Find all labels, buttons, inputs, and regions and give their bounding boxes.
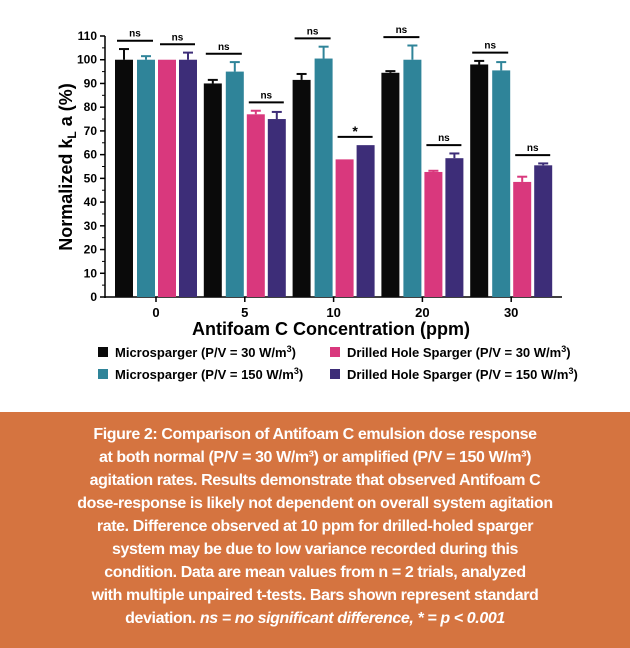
caption-line: condition. Data are mean values from n =… [104,564,526,581]
legend-swatch [330,347,340,357]
legend-swatch [98,369,108,379]
bar [335,159,354,297]
caption-line: agitation rates. Results demonstrate tha… [89,472,541,489]
caption-text: deviation. [125,610,200,627]
y-tick-label: 20 [84,243,98,257]
significance-label: * [352,123,358,139]
y-tick-label: 10 [84,266,98,280]
significance-label: ns [172,32,184,43]
bar [267,119,286,297]
y-tick-label: 50 [84,171,98,185]
bar [246,114,265,297]
caption-line: Figure 2: Comparison of Antifoam C emuls… [93,426,537,443]
x-tick-label: 0 [152,305,159,320]
legend-label: Drilled Hole Sparger (P/V = 30 W/m3) [347,344,571,360]
significance-label: ns [438,133,450,144]
bar [179,59,197,298]
bar [203,83,222,297]
y-axis-label: Normalized kL a (%) [56,83,79,250]
y-tick-label: 100 [77,53,97,67]
bar [225,71,244,297]
bar [403,59,422,298]
caption-line: with multiple unpaired t-tests. Bars sho… [91,587,539,604]
legend-swatch [330,369,340,379]
y-tick-label: 0 [90,290,97,304]
bar [137,59,155,298]
bar [445,158,464,297]
caption-line: deviation. ns = no significant differenc… [0,610,630,628]
x-tick-label: 10 [326,305,340,320]
significance-label: ns [307,26,319,37]
caption-legend-note: ns = no significant difference, * = p < … [199,610,505,627]
significance-label: ns [260,90,272,101]
legend-label: Drilled Hole Sparger (P/V = 150 W/m3) [347,366,578,382]
x-axis-label: Antifoam C Concentration (ppm) [192,319,470,339]
bar [492,70,511,298]
significance-label: ns [129,29,141,40]
significance-label: ns [396,25,408,36]
y-tick-label: 40 [84,195,98,209]
x-tick-label: 20 [415,305,429,320]
bar [534,165,553,297]
caption-line: rate. Difference observed at 10 ppm for … [96,518,534,535]
y-tick-label: 70 [84,124,98,138]
bar [381,72,400,297]
bar [513,181,532,297]
significance-label: ns [527,143,539,154]
x-tick-label: 5 [241,305,248,320]
caption-line: at both normal (P/V = 30 W/m³) or amplif… [98,449,532,466]
legend-label: Microsparger (P/V = 150 W/m3) [115,366,303,382]
bar [158,59,176,298]
y-tick-label: 30 [84,219,98,233]
legend-label: Microsparger (P/V = 30 W/m3) [115,344,296,360]
bar [470,64,489,298]
significance-label: ns [218,42,230,53]
bar [424,171,443,297]
legend-swatch [98,347,108,357]
y-tick-label: 60 [84,148,98,162]
significance-label: ns [484,41,496,52]
y-tick-label: 90 [84,76,98,90]
y-tick-label: 80 [84,100,98,114]
x-tick-label: 30 [504,305,518,320]
y-tick-label: 110 [78,29,98,43]
bar [115,59,133,298]
figure-caption: Figure 2: Comparison of Antifoam C emuls… [0,412,630,648]
bar [356,145,375,297]
caption-line: dose-response is likely not dependent on… [77,495,553,512]
caption-line: system may be due to low variance record… [111,541,519,558]
bar [292,79,311,298]
bar [314,58,333,297]
